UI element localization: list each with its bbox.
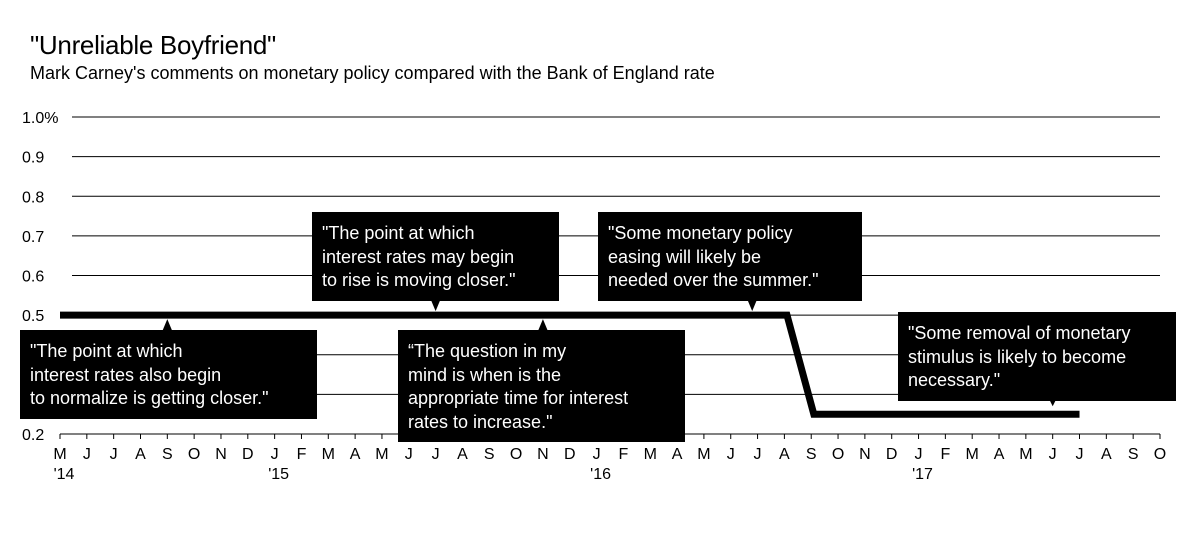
x-tick-label: M <box>322 446 335 463</box>
chart-title: "Unreliable Boyfriend" <box>30 30 276 60</box>
x-tick-label: J <box>593 446 601 463</box>
x-tick-label: S <box>484 446 495 463</box>
annotation-pointer <box>430 299 441 312</box>
x-tick-label: M <box>53 446 66 463</box>
x-tick-label: M <box>375 446 388 463</box>
x-tick-label: M <box>1019 446 1032 463</box>
x-year-label: '14 <box>54 466 75 483</box>
x-year-label: '17 <box>912 466 933 483</box>
annotation-ann-july-2015: "The point at which interest rates may b… <box>312 212 559 301</box>
x-tick-label: N <box>537 446 549 463</box>
x-tick-label: D <box>564 446 576 463</box>
x-tick-label: M <box>966 446 979 463</box>
x-tick-label: D <box>886 446 898 463</box>
x-tick-label: J <box>754 446 762 463</box>
x-tick-label: S <box>1128 446 1139 463</box>
x-tick-label: J <box>271 446 279 463</box>
x-tick-label: S <box>162 446 173 463</box>
x-tick-label: J <box>432 446 440 463</box>
x-tick-label: M <box>697 446 710 463</box>
y-tick-label: 0.8 <box>22 189 44 206</box>
annotation-pointer <box>747 299 758 312</box>
x-tick-label: A <box>457 446 468 463</box>
y-tick-label: 0.7 <box>22 229 44 246</box>
x-tick-label: J <box>915 446 923 463</box>
x-tick-label: N <box>215 446 227 463</box>
x-tick-label: A <box>779 446 790 463</box>
x-year-label: '16 <box>590 466 611 483</box>
x-tick-label: M <box>644 446 657 463</box>
x-tick-label: O <box>1154 446 1166 463</box>
annotation-ann-june-2017: "Some removal of monetary stimulus is li… <box>898 312 1176 401</box>
y-tick-label: 0.2 <box>22 427 44 444</box>
y-tick-label: 1.0% <box>22 110 58 127</box>
annotation-ann-nov-2015: “The question in my mind is when is the … <box>398 330 685 442</box>
x-tick-label: N <box>859 446 871 463</box>
y-tick-label: 0.5 <box>22 308 44 325</box>
series-line <box>60 311 1080 418</box>
x-tick-label: S <box>806 446 817 463</box>
x-tick-label: J <box>1049 446 1057 463</box>
x-tick-label: D <box>242 446 254 463</box>
x-tick-label: A <box>672 446 683 463</box>
x-tick-label: O <box>510 446 522 463</box>
annotation-ann-june-2016: "Some monetary policy easing will likely… <box>598 212 862 301</box>
x-tick-label: J <box>110 446 118 463</box>
x-tick-label: A <box>350 446 361 463</box>
chart-subtitle: Mark Carney's comments on monetary polic… <box>30 63 715 83</box>
annotation-pointer <box>162 319 173 332</box>
x-tick-label: J <box>727 446 735 463</box>
x-tick-label: A <box>1101 446 1112 463</box>
series-layer <box>60 311 1080 418</box>
x-tick-label: F <box>619 446 629 463</box>
x-tick-label: A <box>135 446 146 463</box>
x-tick-label: O <box>832 446 844 463</box>
x-year-label: '15 <box>268 466 289 483</box>
annotation-ann-june-2014: "The point at which interest rates also … <box>20 330 317 419</box>
y-tick-label: 0.6 <box>22 269 44 286</box>
y-tick-label: 0.9 <box>22 150 44 167</box>
annotation-pointer <box>537 319 548 332</box>
x-tick-label: F <box>297 446 307 463</box>
x-tick-label: J <box>1076 446 1084 463</box>
x-tick-label: F <box>940 446 950 463</box>
x-tick-label: O <box>188 446 200 463</box>
x-tick-label: J <box>83 446 91 463</box>
x-tick-label: J <box>405 446 413 463</box>
x-tick-label: A <box>994 446 1005 463</box>
